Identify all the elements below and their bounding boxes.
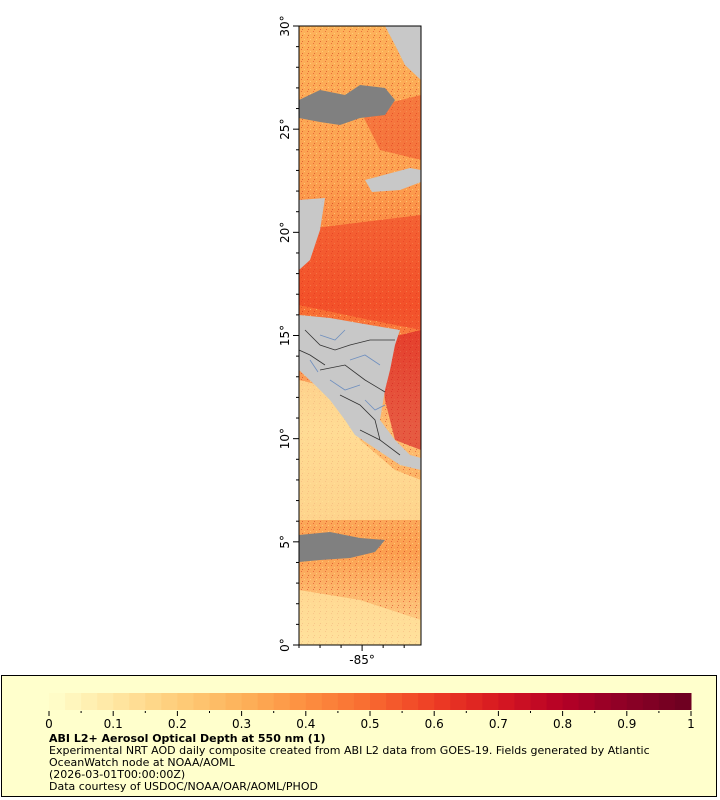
colorbar-cell xyxy=(402,693,419,710)
colorbar-cell xyxy=(113,693,130,710)
colorbar-cell xyxy=(610,693,628,710)
low-aod-region-pacific xyxy=(299,380,421,520)
lat-tick-label: 20° xyxy=(278,222,292,243)
colorbar-tick-label: 0.9 xyxy=(617,717,636,731)
colorbar-tick-label: 0.7 xyxy=(489,717,508,731)
colorbar-tick-label: 1 xyxy=(687,717,695,731)
rivers xyxy=(309,329,386,411)
colorbar-cell xyxy=(177,693,194,710)
colorbar-cell xyxy=(658,693,676,710)
colorbar-cell xyxy=(241,693,259,710)
colorbar-cell xyxy=(418,693,435,710)
aod-map: 0° 5° 10° 15° 20° 25° 30° -85° xyxy=(278,15,422,667)
lat-tick-label: 10° xyxy=(278,428,292,449)
colorbar-cell xyxy=(466,693,483,710)
colorbar-tick-label: 0.8 xyxy=(553,717,572,731)
colorbar-cell xyxy=(514,693,531,710)
legend-title: ABI L2+ Aerosol Optical Depth at 550 nm … xyxy=(49,732,326,745)
colorbar-cell xyxy=(273,693,291,710)
colorbar-tick-label: 0.6 xyxy=(425,717,444,731)
lat-tick-label: 25° xyxy=(278,119,292,140)
legend-description-line1: Experimental NRT AOD daily composite cre… xyxy=(49,744,650,757)
low-aod-region-south xyxy=(299,590,421,645)
colorbar-cell xyxy=(482,693,499,710)
colorbar-cell xyxy=(209,693,227,710)
colorbar-cell xyxy=(257,693,275,710)
colorbar-tick-label: 0.1 xyxy=(104,717,123,731)
colorbar-cell xyxy=(49,693,66,710)
colorbar-cell xyxy=(642,693,660,710)
colorbar-cell xyxy=(145,693,162,710)
colorbar-cell xyxy=(434,693,451,710)
colorbar-cell xyxy=(498,693,515,710)
colorbar-cell xyxy=(530,693,548,710)
lat-tick-label: 5° xyxy=(278,535,292,549)
colorbar: 0 0.1 0.2 0.3 0.4 0.5 0.6 0.7 0.8 0.9 1 xyxy=(45,693,695,731)
nodata-gulf xyxy=(299,85,395,125)
lat-tick-label: 30° xyxy=(278,15,292,36)
longitude-axis: -85° xyxy=(298,645,405,667)
colorbar-cell xyxy=(97,693,114,710)
land-florida xyxy=(385,26,421,80)
colorbar-cell xyxy=(289,693,307,710)
land-central-america xyxy=(299,315,421,470)
colorbar-cell xyxy=(626,693,644,710)
legend-time: (2026-03-01T00:00:00Z) xyxy=(49,768,186,781)
lat-tick-label: 0° xyxy=(278,638,292,652)
latitude-axis: 0° 5° 10° 15° 20° 25° 30° xyxy=(278,15,299,652)
colorbar-cell xyxy=(81,693,98,710)
colorbar-tick-label: 0 xyxy=(45,717,53,731)
colorbar-cell xyxy=(337,693,355,710)
legend-panel: 0 0.1 0.2 0.3 0.4 0.5 0.6 0.7 0.8 0.9 1 ABI L2+ Ae… xyxy=(1,675,717,797)
legend-credit: Data courtesy of USDOC/NOAA/OAR/AOML/PHO… xyxy=(49,780,318,793)
colorbar-cell xyxy=(193,693,210,710)
colorbar-tick-label: 0.2 xyxy=(168,717,187,731)
colorbar-cell xyxy=(370,693,387,710)
colorbar-cell xyxy=(578,693,596,710)
colorbar-cell xyxy=(386,693,403,710)
colorbar-cell xyxy=(161,693,178,710)
land-cuba xyxy=(365,168,421,192)
land-yucatan xyxy=(299,198,325,270)
lon-tick-label: -85° xyxy=(349,653,375,667)
colorbar-cell xyxy=(129,693,146,710)
colorbar-cell xyxy=(450,693,467,710)
colorbar-cell xyxy=(65,693,82,710)
map-area: 0° 5° 10° 15° 20° 25° 30° -85° xyxy=(278,15,422,667)
high-aod-region-caribbean xyxy=(299,215,421,330)
colorbar-cell xyxy=(353,693,371,710)
colorbar-cell xyxy=(321,693,339,710)
colorbar-cell xyxy=(562,693,580,710)
legend-description-line2: OceanWatch node at NOAA/AOML xyxy=(49,756,235,769)
nodata-equatorial xyxy=(299,532,385,562)
colorbar-tick-label: 0.3 xyxy=(232,717,251,731)
colorbar-cell xyxy=(546,693,564,710)
country-borders xyxy=(299,329,401,456)
lat-tick-label: 15° xyxy=(278,325,292,346)
colorbar-cell xyxy=(674,693,692,710)
colorbar-tick-label: 0.5 xyxy=(360,717,379,731)
colorbar-tick-label: 0.4 xyxy=(296,717,315,731)
colorbar-cell xyxy=(225,693,243,710)
colorbar-cell xyxy=(305,693,323,710)
colorbar-cell xyxy=(594,693,612,710)
